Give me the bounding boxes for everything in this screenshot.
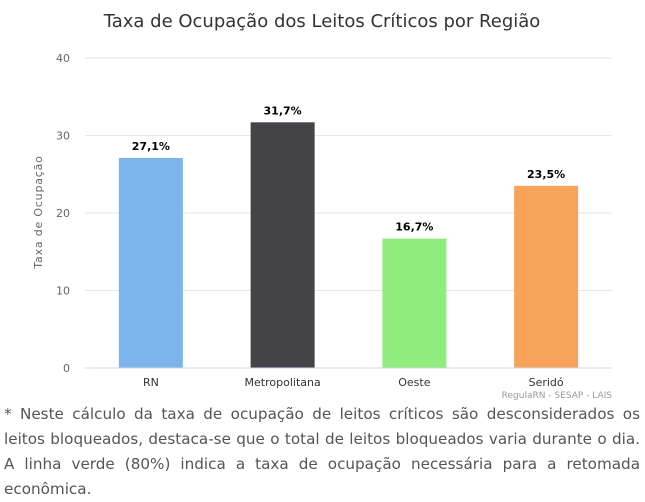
bar[interactable] bbox=[118, 157, 183, 368]
data-labels: 27,1% 31,7% 16,7% 23,5% bbox=[132, 104, 565, 233]
y-axis-ticks: 0 10 20 30 40 bbox=[56, 52, 70, 375]
footnote-text: * Neste cálculo da taxa de ocupação de l… bbox=[4, 405, 640, 498]
x-tick-label: RN bbox=[143, 376, 159, 389]
bar[interactable] bbox=[514, 185, 579, 368]
chart-credits: RegulaRN - SESAP - LAIS bbox=[502, 391, 613, 400]
y-tick-label: 20 bbox=[56, 207, 70, 220]
y-axis-label: Taxa de Ocupação bbox=[32, 155, 45, 269]
x-tick-label: Seridó bbox=[529, 376, 564, 389]
data-label: 23,5% bbox=[527, 168, 565, 181]
data-label: 16,7% bbox=[395, 221, 433, 234]
chart-title: Taxa de Ocupação dos Leitos Críticos por… bbox=[103, 11, 541, 32]
y-tick-label: 0 bbox=[63, 362, 70, 375]
y-tick-label: 30 bbox=[56, 130, 70, 143]
data-label: 31,7% bbox=[264, 104, 302, 117]
bar[interactable] bbox=[382, 238, 447, 368]
data-label: 27,1% bbox=[132, 140, 170, 153]
x-axis-ticks: RN Metropolitana Oeste Seridó bbox=[143, 376, 564, 389]
y-tick-label: 10 bbox=[56, 285, 70, 298]
bars bbox=[118, 122, 579, 368]
x-tick-label: Oeste bbox=[398, 376, 430, 389]
bar[interactable] bbox=[250, 122, 315, 368]
y-tick-label: 40 bbox=[56, 52, 70, 65]
x-tick-label: Metropolitana bbox=[245, 376, 321, 389]
chart: Taxa de Ocupação dos Leitos Críticos por… bbox=[32, 11, 613, 400]
